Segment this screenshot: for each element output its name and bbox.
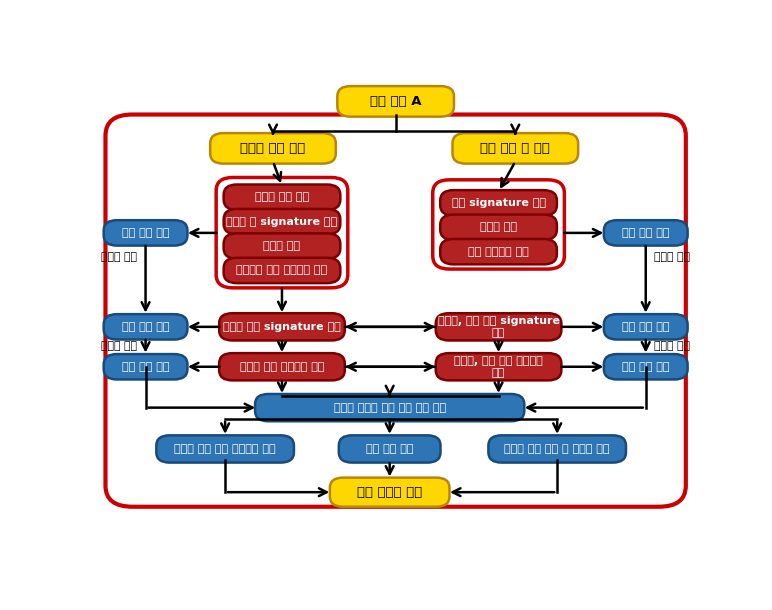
FancyBboxPatch shape	[103, 220, 188, 246]
FancyBboxPatch shape	[103, 354, 188, 379]
FancyBboxPatch shape	[219, 353, 345, 381]
FancyBboxPatch shape	[435, 353, 561, 381]
Text: 오믹스별 독성 네트워크 매핑: 오믹스별 독성 네트워크 매핑	[236, 265, 327, 276]
FancyBboxPatch shape	[604, 220, 688, 246]
FancyBboxPatch shape	[216, 178, 348, 288]
Text: 클레스 예측: 클레스 예측	[263, 241, 300, 251]
FancyBboxPatch shape	[604, 314, 688, 340]
Text: 분석 점수 계산: 분석 점수 계산	[122, 322, 169, 332]
Text: 물질 signature 매핑: 물질 signature 매핑	[452, 198, 546, 208]
Text: 클레스 예측: 클레스 예측	[480, 222, 517, 232]
FancyBboxPatch shape	[433, 180, 564, 269]
Text: 예측 정확도 계산: 예측 정확도 계산	[357, 486, 422, 498]
FancyBboxPatch shape	[435, 313, 561, 340]
FancyBboxPatch shape	[337, 86, 454, 117]
Text: 분석 점수 계산: 분석 점수 계산	[622, 228, 669, 238]
Text: 독성 경로 예측: 독성 경로 예측	[366, 444, 414, 454]
Text: 분석 점수 계산: 분석 점수 계산	[122, 362, 169, 371]
Text: 가중치 부여: 가중치 부여	[654, 340, 690, 351]
Text: 독성 네트워크 매핑: 독성 네트워크 매핑	[468, 246, 529, 257]
Text: 분석 점수 계산: 분석 점수 계산	[122, 228, 169, 238]
Text: 다장기 연계 독성 및 표현형 예측: 다장기 연계 독성 및 표현형 예측	[504, 444, 610, 454]
Text: 오믹스 통합 네트워크 매핑: 오믹스 통합 네트워크 매핑	[240, 362, 324, 371]
Text: 오믹스 발현 패턴: 오믹스 발현 패턴	[240, 142, 306, 155]
Text: 가중치 고려한 통합 분석 점수 계산: 가중치 고려한 통합 분석 점수 계산	[334, 403, 445, 412]
Text: 오믹스, 물질 통합 네트워크
매핑: 오믹스, 물질 통합 네트워크 매핑	[454, 356, 543, 378]
FancyBboxPatch shape	[440, 190, 557, 215]
FancyBboxPatch shape	[224, 234, 340, 259]
FancyBboxPatch shape	[489, 436, 626, 462]
Text: 분석 점수 계산: 분석 점수 계산	[622, 322, 669, 332]
FancyBboxPatch shape	[224, 209, 340, 234]
FancyBboxPatch shape	[224, 258, 340, 283]
Text: 물질 구조 및 기능: 물질 구조 및 기능	[480, 142, 550, 155]
Text: 오믹스 통합 signature 매핑: 오믹스 통합 signature 매핑	[223, 322, 341, 332]
Text: 가중치 부여: 가중치 부여	[654, 253, 690, 262]
FancyBboxPatch shape	[219, 313, 345, 340]
FancyBboxPatch shape	[255, 394, 524, 422]
FancyBboxPatch shape	[330, 478, 449, 507]
Text: 다장기 연계 독성 네트워크 등정: 다장기 연계 독성 네트워크 등정	[174, 444, 276, 454]
FancyBboxPatch shape	[210, 133, 336, 163]
Text: 오믹스, 물질 통합 signature
매핑: 오믹스, 물질 통합 signature 매핑	[438, 316, 560, 338]
Text: 가중치 부여: 가중치 부여	[101, 340, 137, 351]
FancyBboxPatch shape	[106, 115, 686, 507]
Text: 분석 점수 계산: 분석 점수 계산	[622, 362, 669, 371]
FancyBboxPatch shape	[156, 436, 294, 462]
FancyBboxPatch shape	[440, 215, 557, 240]
FancyBboxPatch shape	[224, 184, 340, 210]
Text: 오믹스 형태 검사: 오믹스 형태 검사	[255, 192, 309, 202]
FancyBboxPatch shape	[440, 239, 557, 264]
FancyBboxPatch shape	[604, 354, 688, 379]
Text: 오믹스 별 signature 매핑: 오믹스 별 signature 매핑	[226, 217, 337, 227]
Text: 독성 물질 A: 독성 물질 A	[370, 95, 422, 108]
FancyBboxPatch shape	[339, 436, 441, 462]
FancyBboxPatch shape	[103, 314, 188, 340]
FancyBboxPatch shape	[452, 133, 578, 163]
Text: 가중치 부여: 가중치 부여	[101, 253, 137, 262]
